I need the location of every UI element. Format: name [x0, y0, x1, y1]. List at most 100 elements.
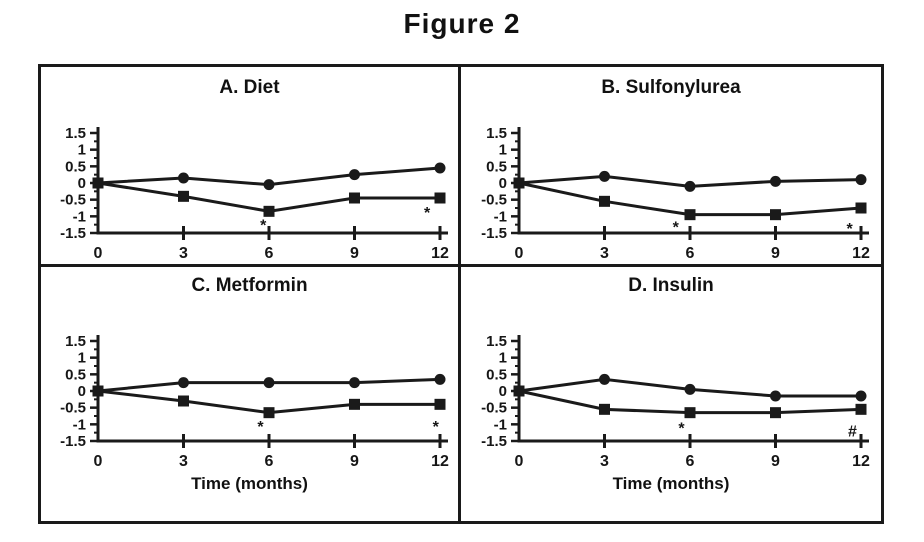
circle-marker: [434, 162, 445, 174]
svg-text:-1: -1: [494, 416, 507, 433]
circle-marker: [770, 390, 781, 402]
svg-text:*: *: [432, 419, 439, 436]
svg-text:0: 0: [499, 175, 507, 192]
svg-text:1.5: 1.5: [486, 125, 507, 142]
svg-text:6: 6: [686, 245, 695, 262]
square-marker: [513, 177, 525, 189]
svg-text:3: 3: [600, 245, 609, 262]
x-axis-ticks: 0 3 6 9 12: [93, 434, 449, 470]
panel-title-metformin: C. Metformin: [191, 275, 308, 296]
square-marker: [855, 403, 867, 415]
circle-marker: [177, 172, 189, 184]
x-axis-ticks: 0 3 6 9 12: [515, 226, 870, 262]
sulfonylurea-chart: 1.5 1 0.5 0 -0.5 -1 -1.5 0 3 6 9 12 * *: [463, 113, 879, 263]
svg-text:-0.5: -0.5: [60, 192, 86, 209]
filled-square-series: [513, 177, 867, 221]
square-marker: [770, 407, 781, 419]
svg-text:12: 12: [431, 245, 449, 262]
svg-text:-0.5: -0.5: [481, 192, 507, 209]
insulin-chart: 1.5 1 0.5 0 -0.5 -1 -1.5 0 3 6 9 12 * #: [463, 321, 879, 471]
square-marker: [92, 385, 103, 397]
square-marker: [434, 398, 445, 410]
filled-circle-series: [513, 170, 867, 192]
square-marker: [770, 209, 781, 221]
panel-sulfonylurea: B. Sulfonylurea 1.5 1 0.5 0 -0.5 -1 -1.5 0 3 6 9 12…: [461, 67, 881, 267]
panel-title-sulfonylurea: B. Sulfonylurea: [601, 77, 741, 98]
svg-text:0: 0: [77, 383, 85, 400]
svg-text:3: 3: [600, 453, 609, 470]
svg-text:-0.5: -0.5: [60, 400, 86, 417]
axes: [96, 335, 448, 443]
svg-text:1: 1: [77, 142, 85, 159]
panel-insulin: D. Insulin 1.5 1 0.5 0 -0.5 -1 -1.5 0 3 6 9 12 * # Ti…: [461, 267, 881, 521]
panel-diet: A. Diet 1.5 1 0.5 0 -0.5 -1 -1.5 0 3 6 9 12 * *: [41, 67, 461, 267]
filled-circle-series: [92, 162, 445, 191]
x-axis-title-metformin: Time (months): [191, 474, 308, 493]
svg-text:*: *: [678, 421, 685, 438]
svg-text:*: *: [260, 218, 267, 235]
svg-text:-1.5: -1.5: [481, 433, 507, 450]
square-marker: [92, 177, 103, 189]
square-marker: [684, 209, 696, 221]
square-marker: [599, 195, 610, 207]
panel-title-diet: A. Diet: [219, 77, 280, 98]
y-axis-ticks: 1.510.50-0.5-1-1.5: [60, 333, 98, 450]
significance-marks: **: [673, 219, 854, 238]
circle-marker: [348, 169, 360, 181]
square-marker: [599, 403, 610, 415]
circle-marker: [770, 175, 781, 187]
svg-text:*: *: [257, 419, 264, 436]
svg-text:0: 0: [93, 245, 102, 262]
svg-text:1: 1: [77, 350, 85, 367]
svg-text:0.5: 0.5: [486, 366, 507, 383]
svg-text:*: *: [846, 221, 853, 238]
circle-marker: [434, 373, 445, 385]
svg-text:1.5: 1.5: [65, 333, 86, 350]
svg-text:-1.5: -1.5: [481, 225, 507, 242]
svg-text:0: 0: [93, 453, 102, 470]
svg-text:*: *: [424, 205, 431, 222]
circle-marker: [348, 377, 360, 389]
significance-marks: **: [260, 205, 431, 235]
svg-text:9: 9: [350, 453, 359, 470]
circle-marker: [599, 170, 610, 182]
svg-text:0: 0: [515, 245, 524, 262]
circle-marker: [599, 373, 610, 385]
svg-text:6: 6: [264, 453, 273, 470]
square-marker: [348, 192, 360, 204]
svg-text:6: 6: [686, 453, 695, 470]
svg-text:9: 9: [771, 453, 780, 470]
y-axis-ticks: 1.510.50-0.5-1-1.5: [60, 125, 98, 242]
square-marker: [513, 385, 525, 397]
svg-text:1: 1: [499, 350, 507, 367]
svg-text:-1: -1: [494, 208, 507, 225]
metformin-chart: 1.5 1 0.5 0 -0.5 -1 -1.5 0 3 6 9 12 * *: [42, 321, 458, 471]
svg-text:0: 0: [77, 175, 85, 192]
svg-text:0.5: 0.5: [486, 158, 507, 175]
filled-circle-series: [513, 373, 867, 402]
square-marker: [177, 190, 189, 202]
svg-text:12: 12: [852, 245, 870, 262]
svg-text:12: 12: [852, 453, 870, 470]
diet-chart: 1.5 1 0.5 0 -0.5 -1 -1.5 0 3 6 9 12 * *: [42, 113, 458, 263]
svg-text:-1.5: -1.5: [60, 225, 86, 242]
circle-marker: [263, 179, 274, 191]
square-marker: [263, 205, 274, 217]
square-marker: [348, 398, 360, 410]
circle-marker: [855, 174, 867, 186]
svg-text:-0.5: -0.5: [481, 400, 507, 417]
svg-text:1.5: 1.5: [486, 333, 507, 350]
svg-text:12: 12: [431, 453, 449, 470]
x-axis-ticks: 0 3 6 9 12: [515, 434, 870, 470]
filled-square-series: [513, 385, 867, 419]
circle-marker: [855, 390, 867, 402]
svg-text:6: 6: [264, 245, 273, 262]
square-marker: [434, 192, 445, 204]
svg-text:1.5: 1.5: [65, 125, 86, 142]
square-marker: [855, 202, 867, 214]
svg-text:1: 1: [499, 142, 507, 159]
circle-marker: [684, 383, 696, 395]
svg-text:9: 9: [350, 245, 359, 262]
y-axis-ticks: 1.510.50-0.5-1-1.5: [481, 333, 519, 450]
filled-circle-series: [92, 373, 445, 397]
